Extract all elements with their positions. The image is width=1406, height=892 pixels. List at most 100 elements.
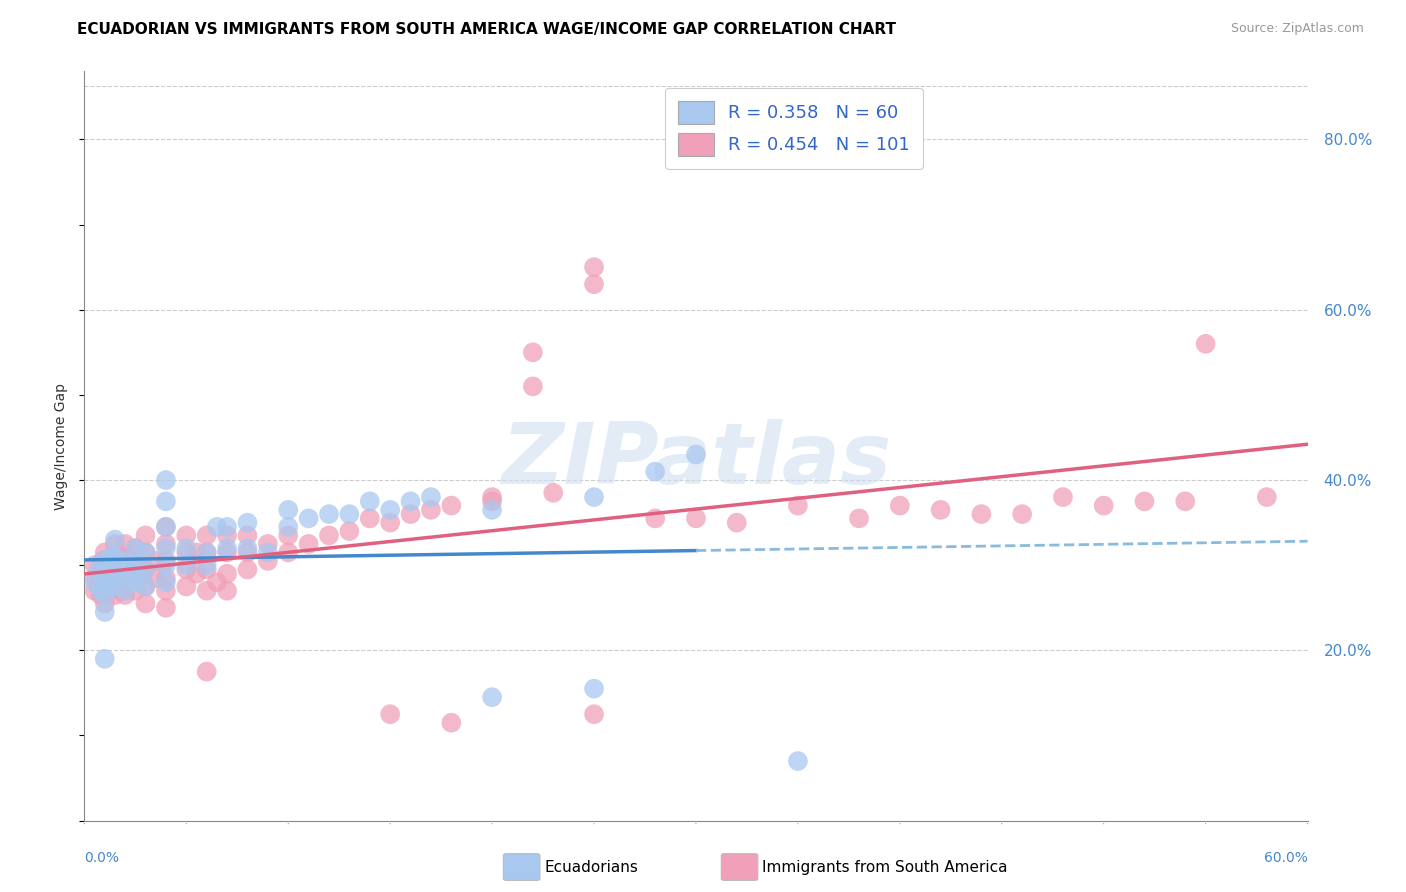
Point	[380, 516, 402, 530]
Point	[108, 562, 131, 576]
Point	[110, 583, 132, 598]
Point	[583, 260, 606, 275]
Point	[236, 541, 259, 556]
Point	[543, 485, 565, 500]
Point	[100, 549, 122, 564]
Point	[205, 575, 228, 590]
Point	[91, 554, 114, 568]
Point	[1133, 494, 1156, 508]
Point	[104, 533, 127, 547]
Point	[145, 554, 167, 568]
Point	[217, 520, 239, 534]
Point	[481, 690, 503, 705]
Point	[83, 583, 105, 598]
Point	[685, 511, 707, 525]
Point	[399, 507, 422, 521]
Point	[135, 580, 157, 594]
Point	[339, 507, 361, 521]
Point	[93, 588, 115, 602]
Point	[93, 605, 115, 619]
Point	[298, 537, 321, 551]
Point	[217, 566, 239, 581]
Point	[205, 520, 228, 534]
Point	[583, 681, 606, 696]
Point	[420, 503, 443, 517]
Point	[124, 566, 146, 581]
Point	[318, 507, 340, 521]
Point	[380, 503, 402, 517]
Point	[522, 379, 544, 393]
Point	[145, 571, 167, 585]
Point	[124, 583, 146, 598]
Point	[104, 537, 127, 551]
Point	[114, 588, 136, 602]
Point	[97, 583, 120, 598]
Text: 0.0%: 0.0%	[84, 851, 120, 864]
Point	[135, 545, 157, 559]
Point	[298, 511, 321, 525]
Point	[114, 571, 136, 585]
Point	[83, 571, 105, 585]
Point	[257, 537, 280, 551]
Point	[93, 558, 115, 573]
Text: 60.0%: 60.0%	[1264, 851, 1308, 864]
Point	[83, 558, 105, 573]
Point	[420, 490, 443, 504]
Point	[90, 566, 112, 581]
Text: ECUADORIAN VS IMMIGRANTS FROM SOUTH AMERICA WAGE/INCOME GAP CORRELATION CHART: ECUADORIAN VS IMMIGRANTS FROM SOUTH AMER…	[77, 22, 897, 37]
Point	[359, 494, 381, 508]
Point	[236, 562, 259, 576]
Point	[124, 558, 146, 573]
Point	[1011, 507, 1033, 521]
Point	[236, 545, 259, 559]
Point	[124, 575, 146, 590]
Point	[889, 499, 911, 513]
Point	[155, 494, 177, 508]
Point	[135, 580, 157, 594]
Point	[174, 545, 197, 559]
Point	[195, 545, 218, 559]
Point	[114, 554, 136, 568]
Point	[257, 545, 280, 559]
Point	[87, 580, 110, 594]
Point	[93, 652, 115, 666]
Point	[135, 597, 157, 611]
Point	[644, 465, 666, 479]
Point	[155, 583, 177, 598]
Point	[174, 562, 197, 576]
Point	[236, 516, 259, 530]
Point	[135, 545, 157, 559]
Point	[93, 571, 115, 585]
Point	[217, 528, 239, 542]
Point	[1195, 336, 1218, 351]
Point	[124, 554, 146, 568]
Point	[217, 541, 239, 556]
Point	[90, 588, 112, 602]
Point	[440, 715, 463, 730]
Point	[787, 499, 810, 513]
Point	[100, 554, 122, 568]
Point	[135, 562, 157, 576]
Point	[174, 541, 197, 556]
Point	[174, 528, 197, 542]
Text: Source: ZipAtlas.com: Source: ZipAtlas.com	[1230, 22, 1364, 36]
Point	[217, 583, 239, 598]
Point	[970, 507, 993, 521]
Point	[195, 562, 218, 576]
Point	[277, 545, 299, 559]
Point	[114, 583, 136, 598]
Point	[110, 549, 132, 564]
Point	[93, 597, 115, 611]
Point	[114, 554, 136, 568]
Point	[114, 571, 136, 585]
Point	[97, 566, 120, 581]
Point	[104, 571, 127, 585]
Point	[91, 554, 114, 568]
Point	[685, 448, 707, 462]
Text: Immigrants from South America: Immigrants from South America	[762, 860, 1008, 874]
Point	[1256, 490, 1278, 504]
Point	[104, 554, 127, 568]
Y-axis label: Wage/Income Gap: Wage/Income Gap	[55, 383, 69, 509]
Point	[135, 528, 157, 542]
Point	[277, 520, 299, 534]
